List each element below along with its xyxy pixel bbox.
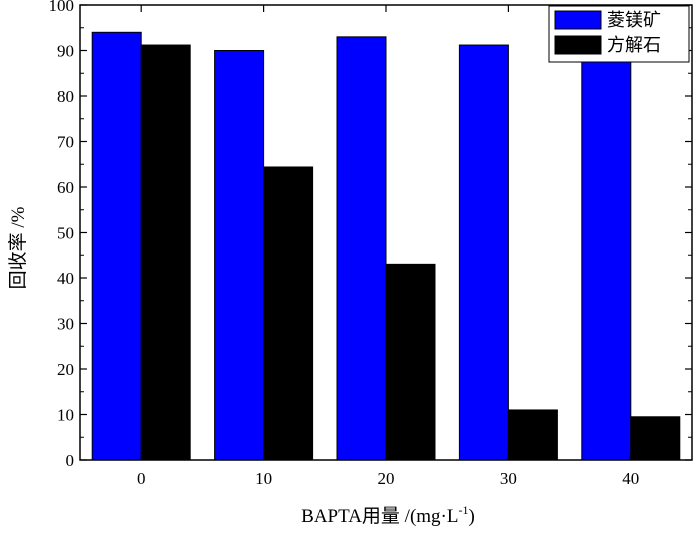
x-tick-label: 10 <box>255 469 272 488</box>
bar-magnesite-10 <box>214 50 265 461</box>
legend-label: 菱镁矿 <box>607 10 661 30</box>
y-tick-label: 60 <box>57 178 74 197</box>
bar-calcite-0 <box>140 44 191 461</box>
x-tick-label: 0 <box>137 469 146 488</box>
bar-magnesite-20 <box>336 36 387 461</box>
bar-magnesite-40 <box>581 46 632 461</box>
y-tick-label: 30 <box>57 315 74 334</box>
bar-calcite-30 <box>507 409 558 461</box>
y-tick-label: 0 <box>66 451 75 470</box>
y-tick-label: 20 <box>57 360 74 379</box>
x-tick-label: 40 <box>622 469 639 488</box>
bar-calcite-40 <box>630 416 681 461</box>
bar-magnesite-30 <box>458 44 509 461</box>
y-tick-label: 100 <box>49 0 75 15</box>
bar-calcite-10 <box>263 166 314 461</box>
y-tick-label: 40 <box>57 269 74 288</box>
y-tick-label: 10 <box>57 406 74 425</box>
y-tick-label: 80 <box>57 87 74 106</box>
legend-swatch <box>554 35 602 55</box>
legend-label: 方解石 <box>607 35 661 55</box>
y-tick-label: 70 <box>57 133 74 152</box>
y-tick-label: 90 <box>57 42 74 61</box>
bars-layer <box>91 31 681 461</box>
y-tick-label: 50 <box>57 224 74 243</box>
legend-swatch <box>554 10 602 30</box>
y-axis-label: 回收率 /% <box>7 206 29 289</box>
bar-calcite-20 <box>385 263 436 461</box>
x-axis-label: BAPTA用量 /(mg·L-1) <box>301 503 475 527</box>
ticks-layer: 0 10 20 30 40 50 60 70 80 90 100 0 10 20 30 40 <box>49 0 692 488</box>
x-tick-label: 20 <box>378 469 395 488</box>
bar-magnesite-0 <box>91 31 142 461</box>
x-tick-label: 30 <box>500 469 517 488</box>
